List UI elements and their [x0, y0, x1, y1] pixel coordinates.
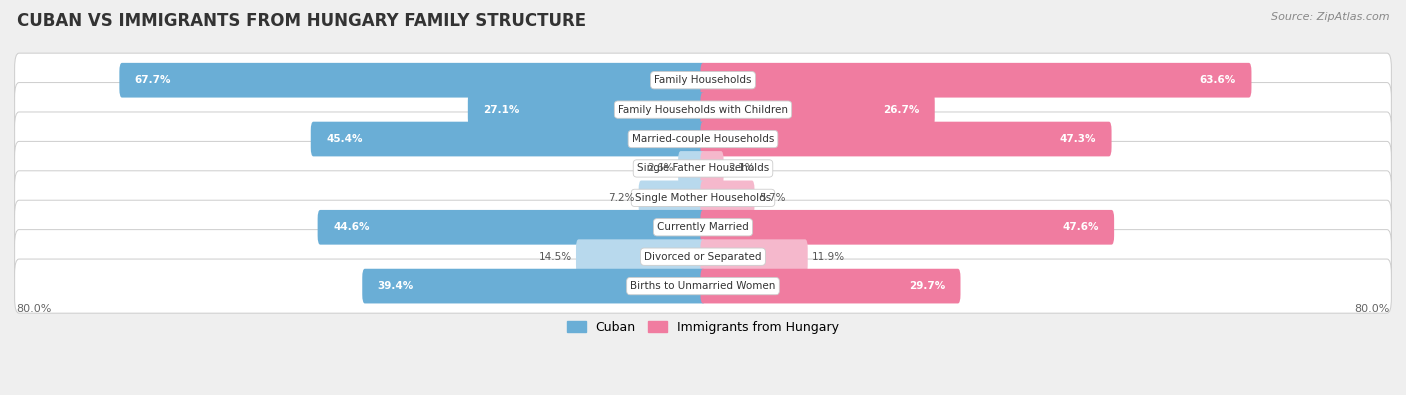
- Text: Currently Married: Currently Married: [657, 222, 749, 232]
- Text: 27.1%: 27.1%: [484, 105, 520, 115]
- Text: 5.7%: 5.7%: [759, 193, 786, 203]
- FancyBboxPatch shape: [14, 112, 1392, 166]
- Legend: Cuban, Immigrants from Hungary: Cuban, Immigrants from Hungary: [561, 314, 845, 340]
- Text: Divorced or Separated: Divorced or Separated: [644, 252, 762, 262]
- FancyBboxPatch shape: [700, 210, 1114, 245]
- Text: 26.7%: 26.7%: [883, 105, 920, 115]
- FancyBboxPatch shape: [576, 239, 706, 274]
- Text: Family Households with Children: Family Households with Children: [619, 105, 787, 115]
- FancyBboxPatch shape: [14, 53, 1392, 107]
- FancyBboxPatch shape: [638, 181, 706, 215]
- Text: 7.2%: 7.2%: [607, 193, 634, 203]
- Text: 47.3%: 47.3%: [1060, 134, 1097, 144]
- FancyBboxPatch shape: [363, 269, 706, 303]
- Text: 2.1%: 2.1%: [728, 164, 755, 173]
- FancyBboxPatch shape: [318, 210, 706, 245]
- FancyBboxPatch shape: [700, 181, 755, 215]
- Text: 47.6%: 47.6%: [1062, 222, 1098, 232]
- Text: 29.7%: 29.7%: [908, 281, 945, 291]
- FancyBboxPatch shape: [14, 141, 1392, 196]
- FancyBboxPatch shape: [468, 92, 706, 127]
- FancyBboxPatch shape: [14, 200, 1392, 254]
- Text: 44.6%: 44.6%: [333, 222, 370, 232]
- FancyBboxPatch shape: [700, 92, 935, 127]
- FancyBboxPatch shape: [678, 151, 706, 186]
- FancyBboxPatch shape: [700, 269, 960, 303]
- FancyBboxPatch shape: [14, 171, 1392, 225]
- FancyBboxPatch shape: [14, 83, 1392, 137]
- Text: 39.4%: 39.4%: [378, 281, 413, 291]
- Text: Single Father Households: Single Father Households: [637, 164, 769, 173]
- Text: CUBAN VS IMMIGRANTS FROM HUNGARY FAMILY STRUCTURE: CUBAN VS IMMIGRANTS FROM HUNGARY FAMILY …: [17, 12, 586, 30]
- Text: 2.6%: 2.6%: [647, 164, 673, 173]
- FancyBboxPatch shape: [14, 229, 1392, 284]
- Text: Source: ZipAtlas.com: Source: ZipAtlas.com: [1271, 12, 1389, 22]
- FancyBboxPatch shape: [311, 122, 706, 156]
- Text: 14.5%: 14.5%: [538, 252, 572, 262]
- Text: 11.9%: 11.9%: [813, 252, 845, 262]
- FancyBboxPatch shape: [700, 151, 724, 186]
- Text: 80.0%: 80.0%: [17, 304, 52, 314]
- FancyBboxPatch shape: [14, 259, 1392, 313]
- Text: Family Households: Family Households: [654, 75, 752, 85]
- Text: Married-couple Households: Married-couple Households: [631, 134, 775, 144]
- Text: 67.7%: 67.7%: [135, 75, 172, 85]
- Text: 63.6%: 63.6%: [1199, 75, 1236, 85]
- FancyBboxPatch shape: [700, 63, 1251, 98]
- FancyBboxPatch shape: [120, 63, 706, 98]
- Text: 80.0%: 80.0%: [1354, 304, 1389, 314]
- FancyBboxPatch shape: [700, 239, 807, 274]
- Text: Births to Unmarried Women: Births to Unmarried Women: [630, 281, 776, 291]
- Text: Single Mother Households: Single Mother Households: [636, 193, 770, 203]
- Text: 45.4%: 45.4%: [326, 134, 363, 144]
- FancyBboxPatch shape: [700, 122, 1112, 156]
